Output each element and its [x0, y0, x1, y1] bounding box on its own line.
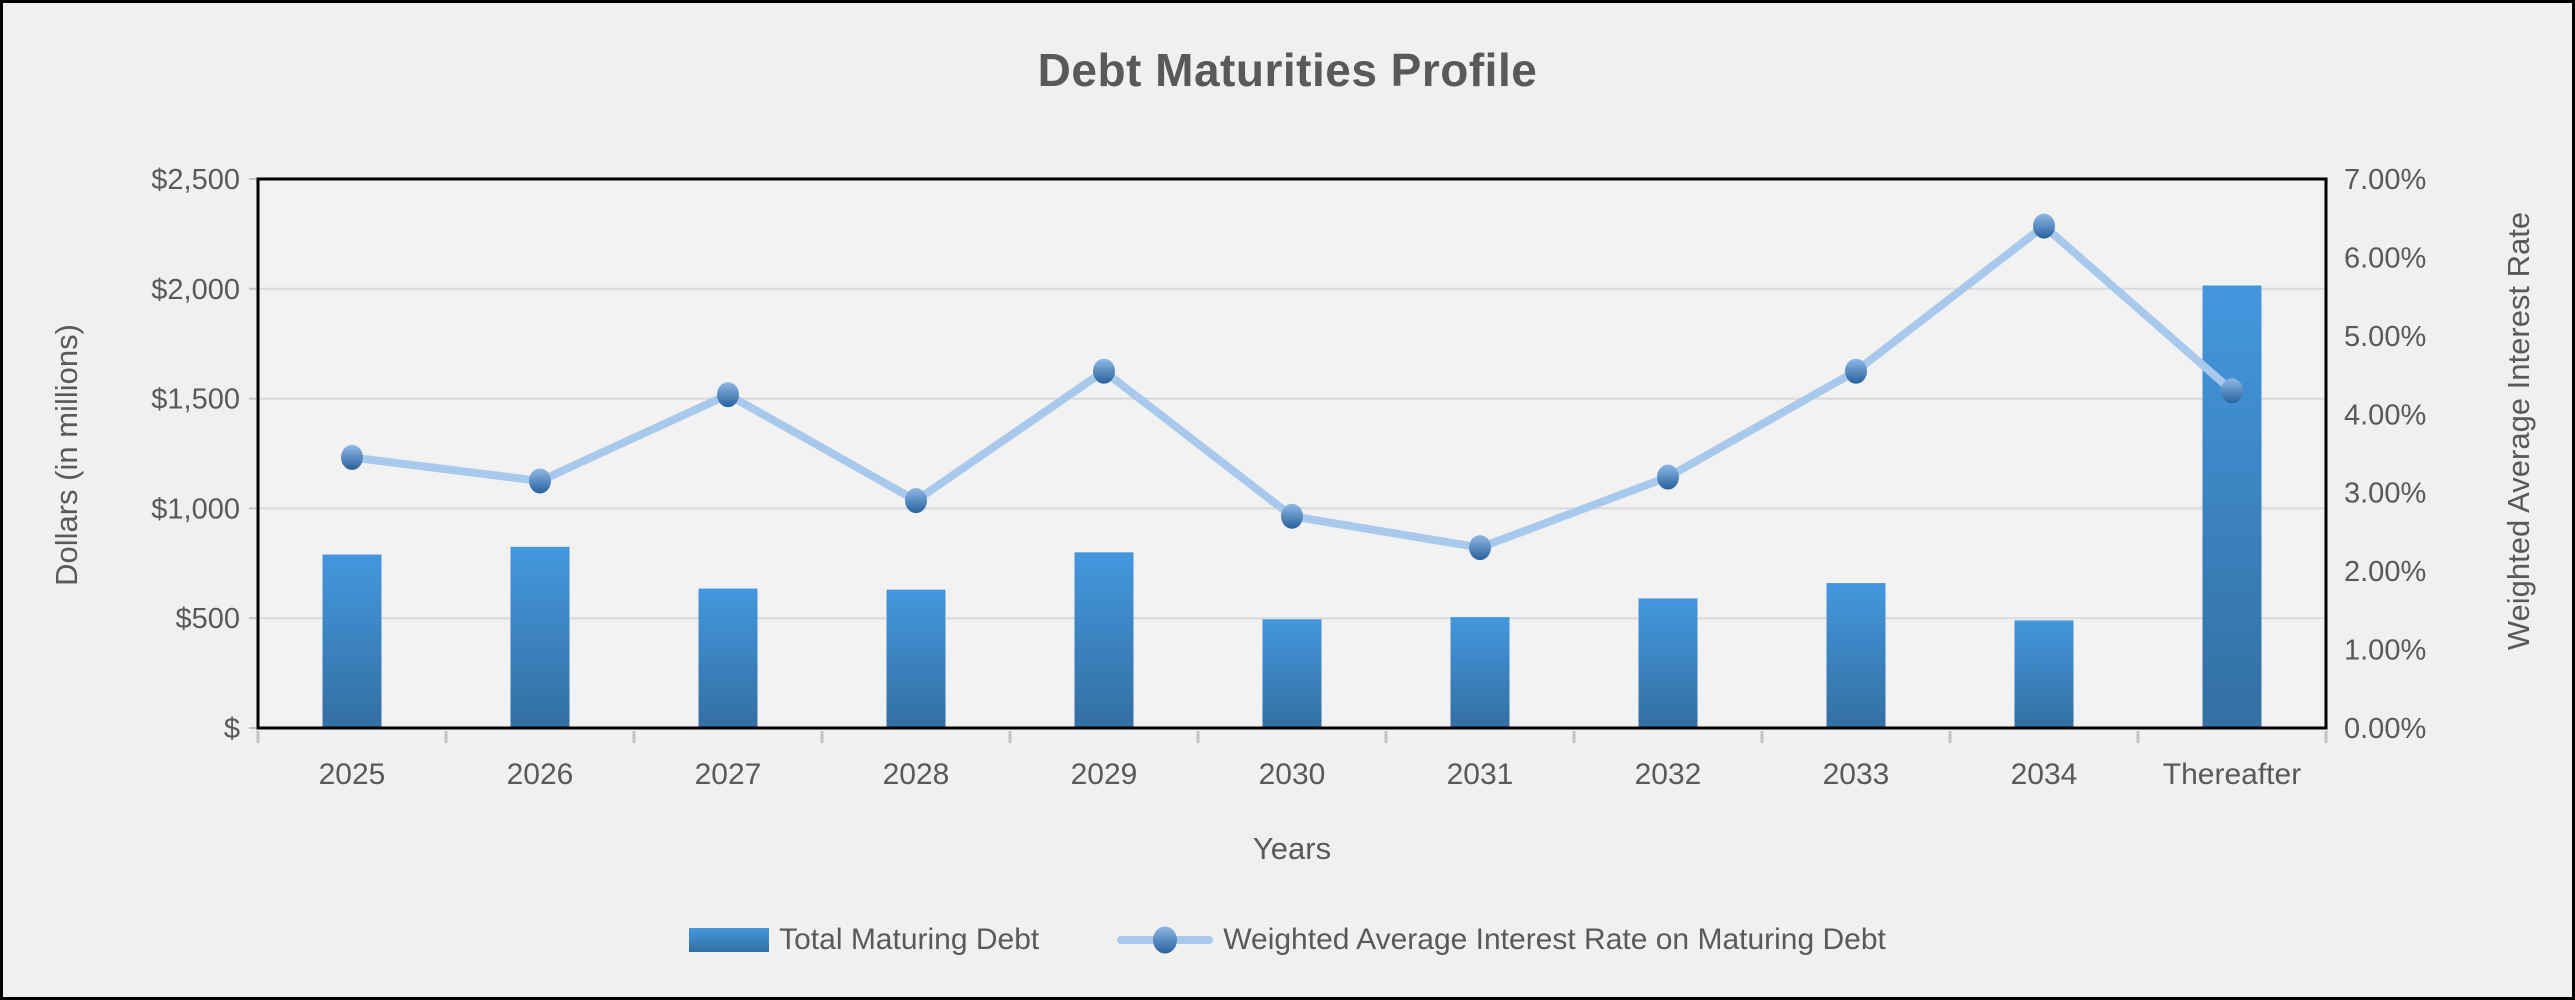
line-marker-2028: [905, 488, 927, 514]
bar-2032: [1638, 598, 1698, 728]
chart-legend: Total Maturing Debt Weighted Average Int…: [3, 923, 2572, 957]
chart-title: Debt Maturities Profile: [1037, 44, 1538, 96]
line-marker-Thereafter: [2221, 378, 2243, 404]
right-axis-label-3: 3.00%: [2344, 478, 2426, 510]
line-marker-2029: [1093, 358, 1115, 384]
bar-2030: [1262, 619, 1322, 728]
left-axis-label-2000: $2,000: [151, 274, 240, 306]
bar-2034: [2014, 620, 2074, 728]
x-axis-label-2030: 2030: [1259, 758, 1326, 791]
bar-swatch-icon: [689, 928, 770, 952]
x-axis-label-Thereafter: Thereafter: [2163, 758, 2301, 791]
plot-border: [256, 177, 2328, 730]
bar-2025: [322, 554, 382, 728]
line-marker-2034: [2033, 213, 2055, 239]
right-axis-label-5: 5.00%: [2344, 321, 2426, 353]
right-axis-label-1: 1.00%: [2344, 635, 2426, 667]
right-axis-label-0: 0.00%: [2344, 713, 2426, 745]
x-axis-label-2028: 2028: [883, 758, 950, 791]
right-axis-label-6: 6.00%: [2344, 242, 2426, 274]
line-marker-2025: [341, 444, 363, 470]
line-marker-2031: [1469, 535, 1491, 561]
bar-2026: [510, 546, 570, 728]
x-axis-label-2027: 2027: [695, 758, 762, 791]
left-axis-label-1500: $1,500: [151, 384, 240, 416]
bar-2028: [886, 589, 946, 728]
x-axis-label-2032: 2032: [1635, 758, 1702, 791]
right-axis-label-2: 2.00%: [2344, 556, 2426, 588]
line-marker-dot-icon: [1153, 926, 1178, 954]
bar-2027: [698, 588, 758, 728]
left-axis-label-500: $500: [175, 603, 240, 635]
x-axis-label-2034: 2034: [2011, 758, 2078, 791]
bar-2029: [1074, 552, 1134, 728]
legend-item-weighted-average-interest-rate: Weighted Average Interest Rate on Maturi…: [1117, 923, 1886, 957]
legend-label: Total Maturing Debt: [779, 923, 1040, 956]
right-axis-label-7: 7.00%: [2344, 164, 2426, 196]
x-axis-label-2029: 2029: [1071, 758, 1138, 791]
x-axis-label-2033: 2033: [1823, 758, 1890, 791]
line-marker-icon: [1117, 926, 1214, 954]
bar-2033: [1826, 583, 1886, 728]
left-axis-label-1000: $1,000: [151, 493, 240, 525]
plot-area: $2,500 $2,000 $1,500 $1,000 $500 $7.00% 6.00% 5…: [151, 164, 2426, 791]
legend-label: Weighted Average Interest Rate on Maturi…: [1223, 923, 1886, 956]
right-axis-label-4: 4.00%: [2344, 399, 2426, 431]
line-marker-2030: [1281, 503, 1303, 529]
line-marker-2027: [717, 382, 739, 408]
line-marker-2032: [1657, 464, 1679, 490]
legend-item-total-maturing-debt: Total Maturing Debt: [689, 923, 1039, 957]
left-axis-label-2500: $2,500: [151, 164, 240, 196]
x-axis-label-2031: 2031: [1447, 758, 1514, 791]
line-marker-2026: [529, 468, 551, 494]
left-axis-label-0: $: [224, 713, 240, 745]
x-axis-label-2025: 2025: [319, 758, 386, 791]
bar-2031: [1450, 617, 1510, 728]
x-axis-title: Years: [1252, 831, 1332, 866]
line-marker-2033: [1845, 358, 1867, 384]
bar-Thereafter: [2202, 285, 2262, 728]
x-axis-label-2026: 2026: [507, 758, 574, 791]
